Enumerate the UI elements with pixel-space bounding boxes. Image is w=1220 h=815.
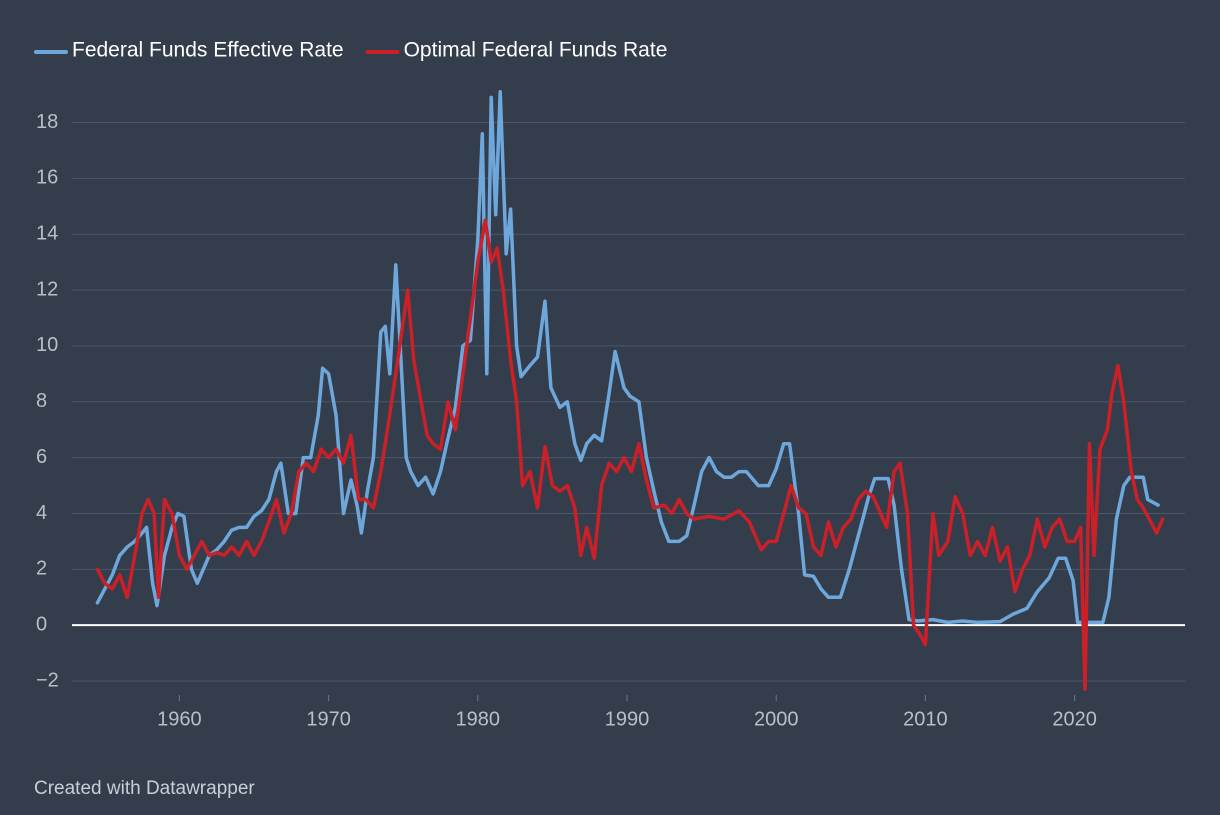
x-tick-label: 1970	[306, 708, 351, 730]
y-tick-label: 10	[36, 334, 58, 356]
series-line	[95, 90, 1160, 625]
x-tick-label: 1980	[456, 708, 501, 730]
y-tick-label: 8	[36, 390, 47, 412]
x-tick-label: 1960	[157, 708, 202, 730]
x-tick-label: 1990	[605, 708, 650, 730]
y-tick-label: −2	[36, 669, 59, 691]
credit: Created with Datawrapper	[34, 778, 255, 799]
x-tick-label: 2010	[903, 708, 948, 730]
y-tick-label: 6	[36, 446, 47, 468]
series-line	[95, 218, 1165, 692]
y-tick-label: 4	[36, 502, 47, 524]
y-tick-label: 12	[36, 278, 58, 300]
legend-label: Optimal Federal Funds Rate	[404, 39, 668, 62]
y-tick-label: 14	[36, 222, 58, 244]
x-tick-label: 2000	[754, 708, 799, 730]
legend-label: Federal Funds Effective Rate	[72, 39, 344, 62]
y-tick-label: 16	[36, 167, 58, 189]
x-tick-label: 2020	[1052, 708, 1097, 730]
y-tick-label: 0	[36, 613, 47, 635]
y-tick-label: 18	[36, 111, 58, 133]
y-tick-label: 2	[36, 558, 47, 580]
